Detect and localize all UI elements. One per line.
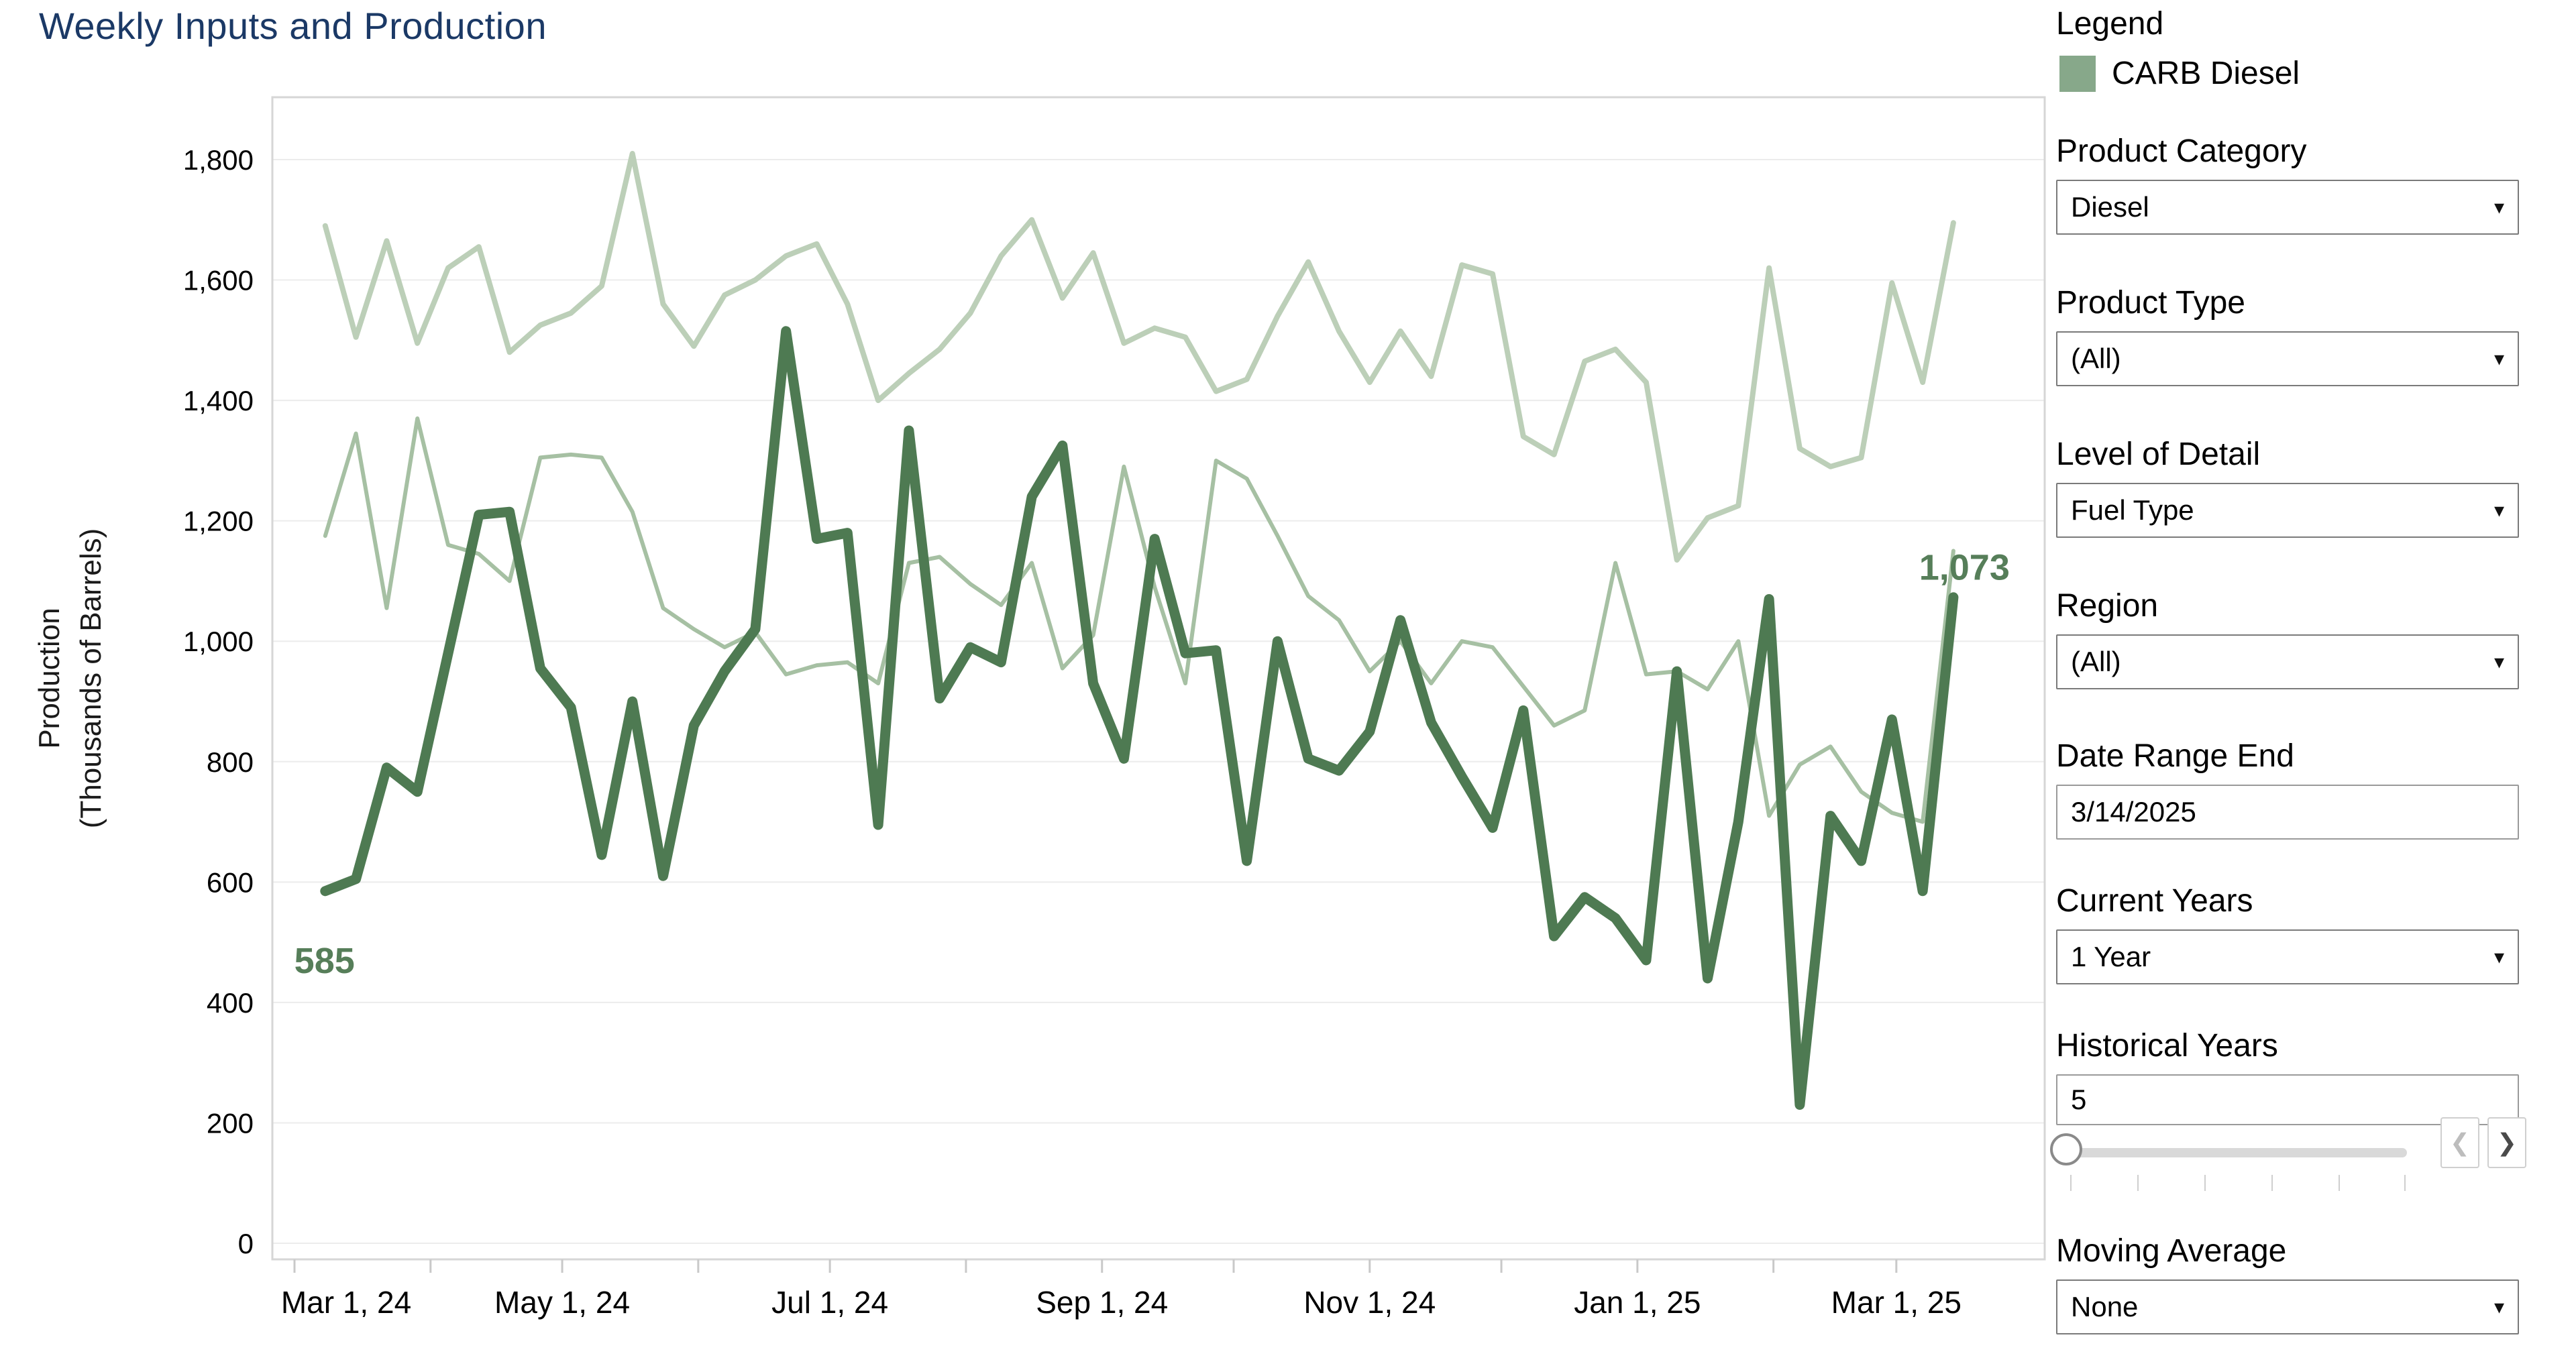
product-category-dropdown[interactable]: Diesel ▾ (2056, 180, 2519, 235)
legend-title: Legend (2056, 6, 2164, 42)
historical-years-value: 5 (2071, 1084, 2087, 1115)
svg-text:Mar 1, 25: Mar 1, 25 (1831, 1285, 1962, 1320)
historical-years-slider-handle[interactable] (2050, 1133, 2082, 1165)
svg-text:1,200: 1,200 (183, 506, 254, 537)
svg-text:585: 585 (294, 941, 355, 981)
svg-text:1,400: 1,400 (183, 385, 254, 416)
svg-text:0: 0 (238, 1228, 254, 1259)
chevron-right-icon: ❯ (2496, 1129, 2518, 1156)
product-type-dropdown[interactable]: (All) ▾ (2056, 331, 2519, 386)
historical-years-slider-ticks (2058, 1175, 2407, 1192)
svg-text:1,073: 1,073 (1919, 548, 2010, 588)
moving-average-label: Moving Average (2056, 1233, 2287, 1269)
svg-text:600: 600 (207, 866, 254, 898)
svg-text:Nov 1, 24: Nov 1, 24 (1303, 1285, 1436, 1320)
historical-years-slider-track[interactable] (2058, 1148, 2407, 1157)
svg-text:Production: Production (33, 608, 66, 748)
level-of-detail-value: Fuel Type (2071, 494, 2194, 526)
chevron-down-icon: ▾ (2493, 196, 2504, 219)
svg-text:200: 200 (207, 1107, 254, 1139)
chevron-down-icon: ▾ (2493, 1296, 2504, 1318)
current-years-label: Current Years (2056, 883, 2253, 919)
historical-years-input[interactable]: 5 (2056, 1074, 2519, 1125)
chevron-left-icon: ❮ (2449, 1129, 2471, 1156)
moving-average-dropdown[interactable]: None ▾ (2056, 1279, 2519, 1334)
region-value: (All) (2071, 646, 2121, 677)
chevron-down-icon: ▾ (2493, 499, 2504, 522)
svg-text:400: 400 (207, 987, 254, 1019)
svg-text:1,600: 1,600 (183, 265, 254, 296)
series-0 (320, 326, 1959, 1110)
svg-text:Sep 1, 24: Sep 1, 24 (1036, 1285, 1168, 1320)
slider-step-back-button[interactable]: ❮ (2440, 1117, 2479, 1168)
date-range-end-input[interactable]: 3/14/2025 (2056, 785, 2519, 840)
region-dropdown[interactable]: (All) ▾ (2056, 634, 2519, 689)
date-range-end-label: Date Range End (2056, 738, 2294, 774)
chevron-down-icon: ▾ (2493, 946, 2504, 968)
legend-color-swatch (2059, 55, 2096, 92)
current-years-value: 1 Year (2071, 941, 2151, 972)
svg-text:Mar 1, 24: Mar 1, 24 (281, 1285, 411, 1320)
product-category-label: Product Category (2056, 133, 2307, 169)
product-type-label: Product Type (2056, 285, 2245, 321)
svg-text:(Thousands of Barrels): (Thousands of Barrels) (74, 528, 107, 829)
slider-step-forward-button[interactable]: ❯ (2487, 1117, 2526, 1168)
level-of-detail-label: Level of Detail (2056, 437, 2261, 472)
svg-text:800: 800 (207, 746, 254, 778)
filter-sidebar: Legend CARB Diesel Product Category Dies… (2050, 0, 2576, 1368)
product-category-value: Diesel (2071, 191, 2149, 223)
historical-years-label: Historical Years (2056, 1028, 2278, 1064)
legend-item-label: CARB Diesel (2112, 56, 2300, 91)
svg-text:Jul 1, 24: Jul 1, 24 (771, 1285, 888, 1320)
current-years-dropdown[interactable]: 1 Year ▾ (2056, 929, 2519, 984)
chevron-down-icon: ▾ (2493, 347, 2504, 370)
product-type-value: (All) (2071, 343, 2121, 374)
svg-text:May 1, 24: May 1, 24 (494, 1285, 630, 1320)
moving-average-value: None (2071, 1291, 2139, 1322)
region-label: Region (2056, 588, 2159, 624)
svg-text:1,000: 1,000 (183, 626, 254, 657)
chevron-down-icon: ▾ (2493, 650, 2504, 673)
level-of-detail-dropdown[interactable]: Fuel Type ▾ (2056, 483, 2519, 538)
svg-text:1,800: 1,800 (183, 144, 254, 176)
legend-item-carb-diesel[interactable]: CARB Diesel (2059, 55, 2300, 92)
series-1 (322, 151, 1956, 563)
page-title: Weekly Inputs and Production (39, 5, 547, 47)
date-range-end-value: 3/14/2025 (2071, 796, 2196, 828)
svg-text:Jan 1, 25: Jan 1, 25 (1574, 1285, 1701, 1320)
